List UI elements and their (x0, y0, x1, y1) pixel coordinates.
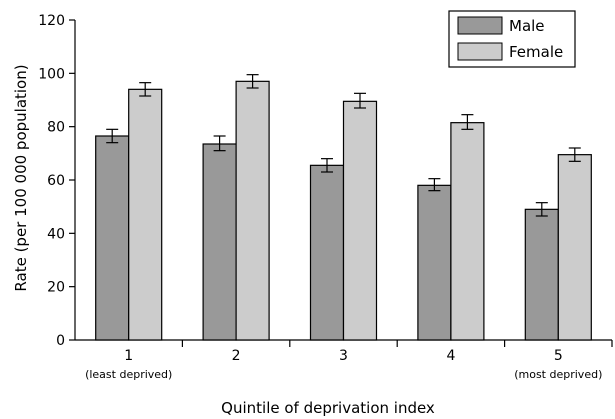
bar-male-4 (417, 184, 452, 341)
x-tick-sublabel: (least deprived) (85, 368, 172, 381)
y-tick-label: 80 (47, 120, 65, 136)
x-tick-label: 4 (446, 348, 455, 364)
legend-swatch-male (457, 16, 503, 35)
bars (95, 80, 592, 341)
x-tick-sublabel: (most deprived) (514, 368, 602, 381)
y-tick-label: 40 (47, 226, 65, 242)
error-bars (106, 74, 581, 217)
bar-male-3 (309, 164, 345, 341)
legend-swatch-female (457, 42, 503, 61)
x-tick-label: 5 (554, 348, 563, 364)
legend: Male Female (448, 10, 576, 68)
y-ticks: 0 20 40 60 80 100 120 (38, 13, 75, 349)
bar-male-5 (524, 208, 559, 341)
x-tick-label: 1 (124, 348, 133, 364)
y-axis-title: Rate (per 100 000 population) (12, 64, 30, 291)
bar-male-1 (95, 135, 130, 341)
legend-label-female: Female (509, 43, 563, 61)
x-tick-labels: 1 (least deprived) 2 3 4 5 (most deprived) (85, 348, 602, 381)
bar-male-2 (202, 143, 237, 341)
bar-female-4 (450, 122, 485, 341)
y-tick-label: 20 (47, 280, 65, 296)
legend-label-male: Male (509, 17, 545, 35)
x-tick-label: 2 (232, 348, 241, 364)
x-axis-title: Quintile of deprivation index (221, 399, 435, 417)
y-tick-label: 0 (56, 333, 65, 349)
y-tick-label: 60 (47, 173, 65, 189)
bar-female-1 (128, 88, 163, 341)
y-tick-label: 120 (38, 13, 65, 29)
y-tick-label: 100 (38, 66, 65, 82)
bar-female-2 (235, 80, 270, 341)
x-ticks (181, 340, 613, 347)
bar-female-3 (342, 100, 378, 341)
x-tick-label: 3 (339, 348, 348, 364)
bar-female-5 (557, 154, 592, 341)
